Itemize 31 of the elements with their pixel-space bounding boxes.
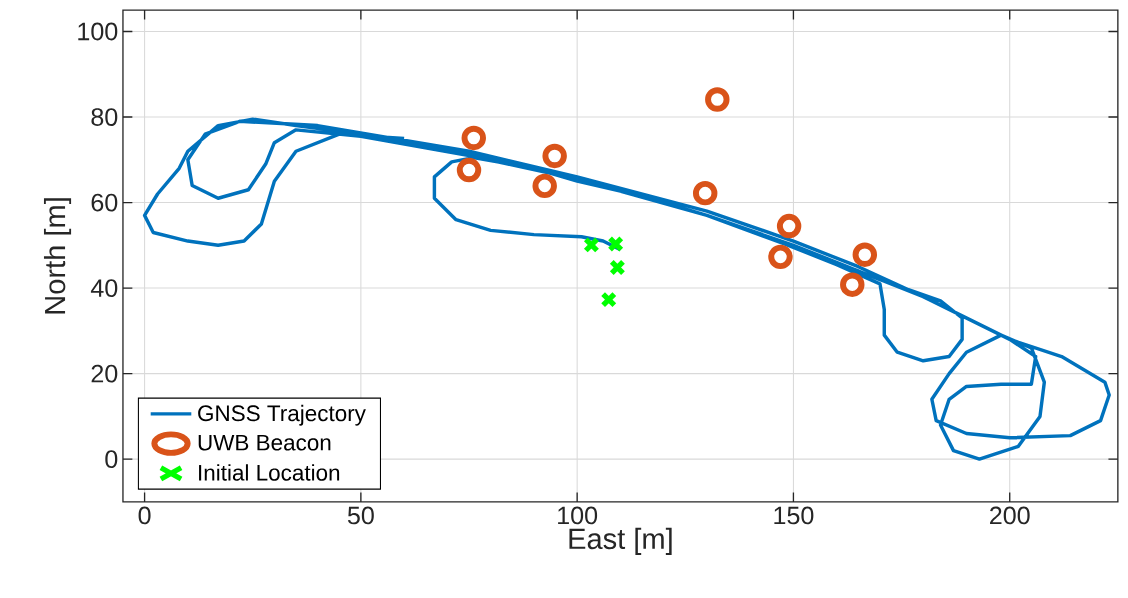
x-tick-label: 50 bbox=[347, 506, 374, 525]
x-tick-label: 200 bbox=[990, 506, 1030, 525]
point bbox=[840, 272, 865, 297]
y-tick-label: 20 bbox=[91, 364, 118, 383]
point bbox=[776, 213, 802, 239]
point bbox=[768, 244, 793, 270]
point bbox=[461, 125, 486, 151]
line-series bbox=[142, 117, 1111, 461]
point bbox=[583, 236, 600, 254]
y-tick-label: 100 bbox=[78, 22, 118, 41]
legend-label: UWB Beacon bbox=[198, 434, 331, 451]
y-tick-label: 40 bbox=[90, 279, 118, 297]
point bbox=[609, 259, 626, 276]
y-tick-label: 60 bbox=[91, 193, 118, 212]
point bbox=[542, 143, 567, 169]
point bbox=[600, 291, 617, 308]
point bbox=[705, 87, 730, 112]
y-axis-title: North [m] bbox=[43, 198, 72, 314]
point bbox=[852, 242, 878, 267]
legend-label: Initial Location bbox=[199, 464, 340, 481]
x-tick-label: 150 bbox=[774, 506, 814, 525]
point bbox=[456, 157, 482, 183]
point bbox=[607, 235, 624, 253]
x-axis-title: East [m] bbox=[569, 527, 672, 555]
y-tick-label: 80 bbox=[91, 108, 118, 126]
point bbox=[532, 173, 557, 199]
y-tick-label: 0 bbox=[105, 450, 118, 469]
legend-label: GNSS Trajectory bbox=[198, 404, 366, 426]
x-tick-label: 0 bbox=[138, 506, 151, 525]
point bbox=[692, 180, 718, 206]
x-tick-label: 100 bbox=[558, 506, 598, 525]
